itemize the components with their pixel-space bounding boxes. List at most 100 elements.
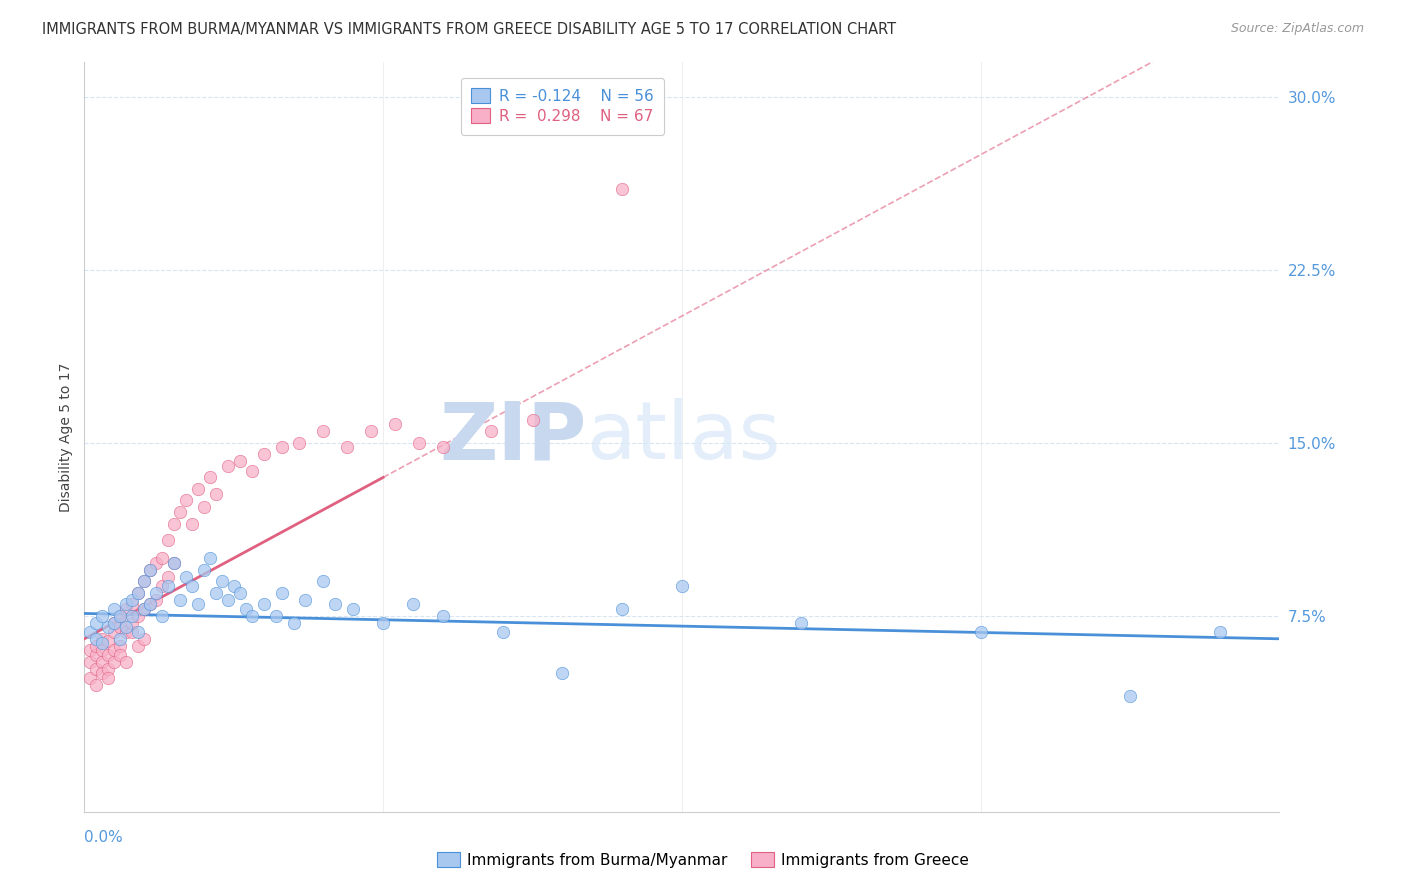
- Point: [240, 608, 263, 623]
- Point: [612, 182, 634, 196]
- Point: [342, 602, 364, 616]
- Point: [264, 608, 287, 623]
- Point: [121, 597, 143, 611]
- Point: [163, 556, 186, 570]
- Point: [187, 597, 209, 611]
- Point: [217, 592, 239, 607]
- Point: [228, 454, 252, 468]
- Point: [91, 632, 114, 646]
- Text: Source: ZipAtlas.com: Source: ZipAtlas.com: [1230, 22, 1364, 36]
- Point: [169, 592, 191, 607]
- Point: [384, 417, 406, 432]
- Point: [211, 574, 233, 589]
- Point: [103, 643, 125, 657]
- Point: [103, 655, 125, 669]
- Y-axis label: Disability Age 5 to 17: Disability Age 5 to 17: [59, 362, 73, 512]
- Point: [479, 425, 502, 439]
- Point: [1209, 624, 1232, 639]
- Point: [283, 615, 305, 630]
- Point: [150, 608, 173, 623]
- Point: [790, 615, 813, 630]
- Point: [408, 435, 430, 450]
- Text: IMMIGRANTS FROM BURMA/MYANMAR VS IMMIGRANTS FROM GREECE DISABILITY AGE 5 TO 17 C: IMMIGRANTS FROM BURMA/MYANMAR VS IMMIGRA…: [42, 22, 896, 37]
- Point: [217, 458, 239, 473]
- Text: atlas: atlas: [586, 398, 780, 476]
- Point: [110, 608, 132, 623]
- Point: [198, 551, 221, 566]
- Point: [551, 666, 574, 681]
- Point: [139, 597, 162, 611]
- Point: [181, 579, 204, 593]
- Point: [115, 597, 138, 611]
- Point: [402, 597, 425, 611]
- Point: [174, 493, 197, 508]
- Point: [110, 608, 132, 623]
- Point: [110, 620, 132, 634]
- Point: [103, 624, 125, 639]
- Point: [336, 441, 359, 455]
- Point: [132, 602, 156, 616]
- Point: [115, 602, 138, 616]
- Point: [187, 482, 209, 496]
- Point: [970, 624, 993, 639]
- Point: [150, 579, 173, 593]
- Point: [79, 643, 101, 657]
- Point: [288, 435, 311, 450]
- Point: [294, 592, 316, 607]
- Point: [121, 615, 143, 630]
- Point: [150, 551, 173, 566]
- Point: [79, 624, 101, 639]
- Point: [127, 585, 149, 599]
- Point: [432, 608, 454, 623]
- Point: [325, 597, 347, 611]
- Point: [612, 602, 634, 616]
- Point: [270, 585, 292, 599]
- Point: [86, 615, 108, 630]
- Point: [240, 463, 263, 477]
- Point: [97, 620, 120, 634]
- Point: [145, 585, 167, 599]
- Point: [360, 425, 382, 439]
- Point: [169, 505, 191, 519]
- Point: [91, 655, 114, 669]
- Point: [139, 563, 162, 577]
- Point: [86, 632, 108, 646]
- Legend: R = -0.124    N = 56, R =  0.298    N = 67: R = -0.124 N = 56, R = 0.298 N = 67: [461, 78, 664, 135]
- Point: [222, 579, 245, 593]
- Point: [671, 579, 693, 593]
- Point: [373, 615, 395, 630]
- Point: [139, 597, 162, 611]
- Point: [86, 678, 108, 692]
- Point: [193, 500, 215, 515]
- Point: [198, 470, 221, 484]
- Point: [132, 632, 156, 646]
- Point: [270, 441, 292, 455]
- Point: [97, 634, 120, 648]
- Point: [145, 592, 167, 607]
- Point: [79, 671, 101, 685]
- Point: [110, 648, 132, 662]
- Point: [121, 624, 143, 639]
- Point: [91, 636, 114, 650]
- Point: [312, 425, 335, 439]
- Point: [121, 608, 143, 623]
- Point: [97, 648, 120, 662]
- Point: [174, 569, 197, 583]
- Point: [163, 516, 186, 531]
- Text: 0.0%: 0.0%: [84, 830, 124, 846]
- Point: [139, 563, 162, 577]
- Point: [163, 556, 186, 570]
- Point: [115, 655, 138, 669]
- Point: [86, 648, 108, 662]
- Point: [1119, 690, 1142, 704]
- Point: [312, 574, 335, 589]
- Point: [110, 639, 132, 653]
- Point: [91, 608, 114, 623]
- Point: [132, 574, 156, 589]
- Point: [91, 643, 114, 657]
- Point: [115, 624, 138, 639]
- Point: [115, 620, 138, 634]
- Point: [193, 563, 215, 577]
- Point: [91, 666, 114, 681]
- Point: [132, 602, 156, 616]
